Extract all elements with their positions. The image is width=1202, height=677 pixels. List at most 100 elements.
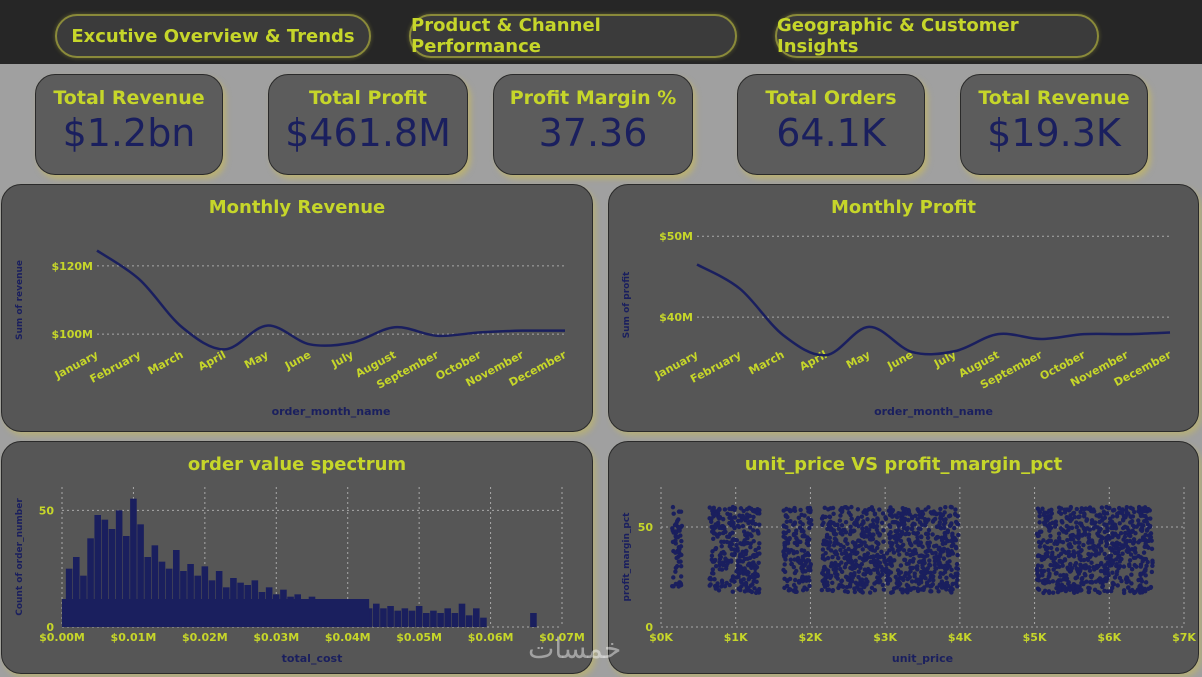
scatter-point (1074, 520, 1079, 525)
scatter-point (943, 536, 949, 541)
scatter-point (1074, 524, 1079, 530)
scatter-point (864, 508, 870, 513)
scatter-point (713, 512, 718, 517)
scatter-point (1148, 516, 1153, 521)
scatter-point (752, 570, 758, 576)
scatter-point (838, 547, 843, 553)
scatter-point (1142, 537, 1147, 542)
histogram-bar (173, 550, 180, 627)
scatter-point (753, 566, 758, 572)
scatter-point (1097, 590, 1102, 596)
scatter-point (754, 579, 759, 584)
scatter-point (717, 514, 723, 520)
scatter-point (861, 520, 866, 525)
scatter-point (874, 518, 880, 523)
unit-price-vs-margin-chart[interactable]: unit_price VS profit_margin_pct $0K $1K $2… (608, 441, 1199, 674)
scatter-point (841, 584, 846, 590)
scatter-point (820, 547, 826, 552)
kpi-value: $1.2bn (62, 111, 196, 155)
x-tick-label: $1K (724, 631, 748, 644)
scatter-point (1107, 563, 1112, 568)
scatter-point (860, 526, 865, 531)
scatter-point (857, 538, 862, 543)
tab-label: Excutive Overview & Trends (71, 25, 355, 47)
tab-executive-overview[interactable]: Excutive Overview & Trends (55, 14, 371, 58)
scatter-point (781, 567, 786, 573)
scatter-point (1149, 569, 1155, 575)
scatter-point (677, 546, 682, 552)
scatter-point (1089, 574, 1094, 580)
scatter-point (1116, 547, 1122, 552)
scatter-point (794, 549, 800, 555)
scatter-point (855, 550, 860, 555)
scatter-point (826, 507, 831, 512)
scatter-point (801, 548, 807, 553)
scatter-point (725, 511, 730, 517)
order-value-spectrum-chart[interactable]: order value spectrum $0.00M $0.01M $0.02M $… (1, 441, 593, 674)
scatter-point (1054, 547, 1060, 552)
tab-product-channel-performance[interactable]: Product & Channel Performance (409, 14, 737, 58)
kpi-value: 37.36 (538, 111, 648, 155)
histogram-bar (137, 524, 144, 627)
scatter-point (710, 549, 715, 554)
scatter-point (1125, 585, 1131, 590)
scatter-point (878, 578, 883, 584)
scatter-point (1098, 580, 1103, 585)
tab-geographic-customer-insights[interactable]: Geographic & Customer Insights (775, 14, 1099, 58)
scatter-point (1097, 519, 1102, 525)
scatter-point (878, 573, 883, 579)
histogram-base-block (62, 599, 370, 627)
scatter-point (1051, 567, 1056, 572)
chart-title: unit_price VS profit_margin_pct (744, 454, 1063, 475)
scatter-point (1048, 533, 1053, 539)
monthly-profit-chart[interactable]: Monthly Profit $40M $50M January February Ma… (608, 184, 1199, 432)
scatter-point (735, 558, 741, 563)
scatter-point (800, 533, 805, 539)
scatter-point (860, 529, 866, 535)
scatter-point (1144, 563, 1149, 569)
scatter-point (904, 561, 909, 567)
scatter-point (905, 583, 911, 589)
scatter-point (712, 577, 717, 582)
scatter-point (710, 529, 715, 534)
scatter-point (822, 577, 828, 582)
scatter-point (887, 555, 893, 561)
scatter-point (890, 547, 895, 552)
scatter-point (795, 555, 801, 561)
scatter-point (1040, 506, 1045, 511)
scatter-point (746, 520, 751, 526)
scatter-point (949, 567, 954, 573)
scatter-point (951, 574, 956, 580)
scatter-point (847, 531, 853, 537)
scatter-point (839, 509, 845, 515)
scatter-point (721, 562, 726, 568)
monthly-revenue-chart[interactable]: Monthly Revenue $100M $120M January Februar… (1, 184, 593, 432)
scatter-point (1070, 583, 1075, 589)
scatter-point (1061, 529, 1066, 534)
scatter-point (853, 558, 858, 563)
scatter-point (1150, 560, 1155, 565)
scatter-point (1056, 531, 1062, 536)
scatter-point (748, 544, 753, 550)
scatter-point (903, 588, 909, 593)
scatter-point (784, 525, 789, 530)
scatter-point (871, 557, 877, 563)
histogram-bar (87, 538, 94, 627)
scatter-point (872, 562, 878, 568)
scatter-point (788, 519, 793, 524)
scatter-point (848, 552, 853, 558)
scatter-point (822, 565, 827, 570)
scatter-point (930, 532, 935, 537)
scatter-point (804, 587, 810, 592)
scatter-point (1128, 520, 1133, 525)
scatter-point (956, 532, 961, 538)
scatter-point (920, 565, 925, 570)
scatter-point (729, 515, 734, 521)
scatter-point (933, 550, 938, 556)
scatter-point (945, 529, 950, 535)
scatter-point (800, 569, 806, 574)
scatter-point (799, 528, 804, 534)
scatter-point (888, 529, 893, 535)
scatter-point (1077, 514, 1082, 519)
